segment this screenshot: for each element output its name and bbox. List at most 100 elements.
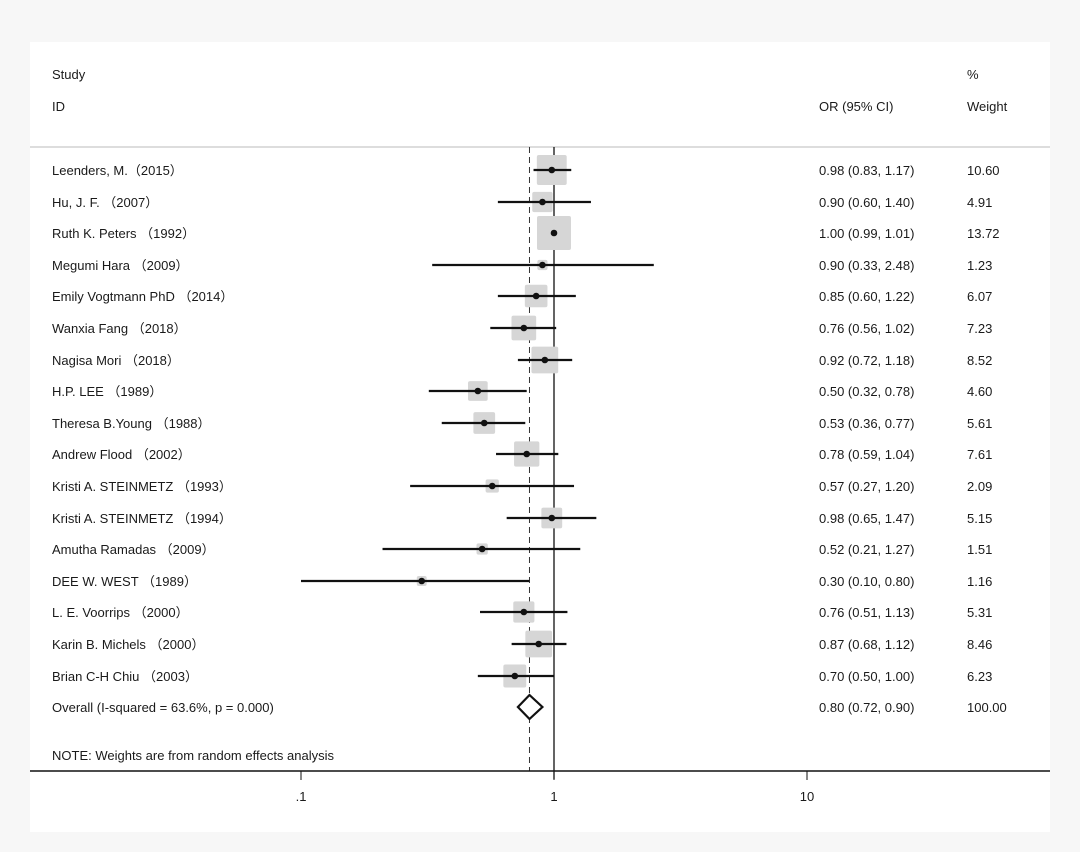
header-or-ci: OR (95% CI) [819, 99, 893, 114]
study-label: Kristi A. STEINMETZ （1994） [52, 511, 232, 526]
header-percent: % [967, 67, 979, 82]
study-weight-text: 1.16 [967, 574, 992, 589]
study-row: Nagisa Mori （2018） 0.92 (0.72, 1.18) 8.52 [52, 346, 992, 374]
point-estimate [548, 514, 556, 522]
study-label: Andrew Flood （2002） [52, 447, 191, 462]
note-text: NOTE: Weights are from random effects an… [52, 748, 335, 763]
study-label: Nagisa Mori （2018） [52, 353, 180, 368]
study-row: Emily Vogtmann PhD （2014） 0.85 (0.60, 1.2… [52, 284, 992, 308]
study-weight-text: 7.23 [967, 321, 992, 336]
study-rows: Leenders, M.（2015） 0.98 (0.83, 1.17) 10.60… [52, 155, 1000, 688]
study-ci-text: 0.57 (0.27, 1.20) [819, 479, 914, 494]
point-estimate [532, 292, 540, 300]
study-label: Wanxia Fang （2018） [52, 321, 187, 336]
study-weight-text: 7.61 [967, 447, 992, 462]
study-row: Hu, J. F. （2007） 0.90 (0.60, 1.40) 4.91 [52, 191, 992, 213]
study-label: H.P. LEE （1989） [52, 384, 162, 399]
overall-diamond [516, 693, 545, 721]
point-estimate [550, 229, 558, 237]
point-estimate [539, 261, 546, 269]
study-ci-text: 0.78 (0.59, 1.04) [819, 447, 914, 462]
study-weight-text: 5.31 [967, 605, 992, 620]
study-row: Wanxia Fang （2018） 0.76 (0.56, 1.02) 7.23 [52, 315, 992, 341]
study-label: Megumi Hara （2009） [52, 258, 189, 273]
x-axis: .1 1 10 [30, 770, 1050, 804]
study-ci-text: 0.70 (0.50, 1.00) [819, 669, 914, 684]
point-estimate [548, 166, 556, 174]
study-label: Amutha Ramadas （2009） [52, 542, 215, 557]
study-row: Amutha Ramadas （2009） 0.52 (0.21, 1.27) 1.… [52, 542, 992, 557]
study-label: Brian C-H Chiu （2003） [52, 669, 198, 684]
study-weight-text: 4.91 [967, 195, 992, 210]
study-weight-text: 5.61 [967, 416, 992, 431]
header-study: Study [52, 67, 86, 82]
study-weight-text: 1.51 [967, 542, 992, 557]
study-row: Theresa B.Young （1988） 0.53 (0.36, 0.77) 5… [52, 412, 992, 434]
x-tick-label: 1 [550, 789, 557, 804]
header: Study ID OR (95% CI) % Weight [30, 67, 1050, 148]
overall-weight-text: 100.00 [967, 700, 1007, 715]
study-ci-text: 1.00 (0.99, 1.01) [819, 226, 914, 241]
study-weight-text: 1.23 [967, 258, 992, 273]
study-label: Emily Vogtmann PhD （2014） [52, 289, 233, 304]
study-ci-text: 0.30 (0.10, 0.80) [819, 574, 914, 589]
study-ci-text: 0.76 (0.51, 1.13) [819, 605, 914, 620]
study-row: Ruth K. Peters （1992） 1.00 (0.99, 1.01) 13… [52, 216, 1000, 250]
study-label: Karin B. Michels （2000） [52, 637, 204, 652]
study-weight-text: 10.60 [967, 163, 1000, 178]
header-weight: Weight [967, 99, 1008, 114]
study-row: Brian C-H Chiu （2003） 0.70 (0.50, 1.00) 6.… [52, 664, 992, 688]
study-label: Leenders, M.（2015） [52, 163, 183, 178]
study-row: Kristi A. STEINMETZ （1993） 0.57 (0.27, 1.… [52, 479, 992, 494]
study-ci-text: 0.53 (0.36, 0.77) [819, 416, 914, 431]
study-label: Kristi A. STEINMETZ （1993） [52, 479, 232, 494]
study-ci-text: 0.90 (0.60, 1.40) [819, 195, 914, 210]
point-estimate [520, 324, 528, 332]
point-estimate [511, 672, 519, 680]
study-weight-text: 8.52 [967, 353, 992, 368]
study-ci-text: 0.85 (0.60, 1.22) [819, 289, 914, 304]
study-row: Kristi A. STEINMETZ （1994） 0.98 (0.65, 1.… [52, 507, 992, 529]
study-label: Hu, J. F. （2007） [52, 195, 158, 210]
overall-row: Overall (I-squared = 63.6%, p = 0.000) 0… [52, 693, 1007, 721]
study-weight-text: 6.07 [967, 289, 992, 304]
point-estimate [539, 198, 546, 206]
point-estimate [480, 419, 488, 427]
study-label: L. E. Voorrips （2000） [52, 605, 189, 620]
point-estimate [520, 608, 528, 616]
study-row: DEE W. WEST （1989） 0.30 (0.10, 0.80) 1.16 [52, 574, 992, 589]
study-label: Ruth K. Peters （1992） [52, 226, 195, 241]
study-ci-text: 0.52 (0.21, 1.27) [819, 542, 914, 557]
study-weight-text: 13.72 [967, 226, 1000, 241]
study-ci-text: 0.98 (0.65, 1.47) [819, 511, 914, 526]
x-tick-label: 10 [800, 789, 814, 804]
overall-ci-text: 0.80 (0.72, 0.90) [819, 700, 914, 715]
study-row: Megumi Hara （2009） 0.90 (0.33, 2.48) 1.23 [52, 258, 992, 273]
study-label: DEE W. WEST （1989） [52, 574, 197, 589]
point-estimate [541, 356, 549, 364]
study-label: Theresa B.Young （1988） [52, 416, 211, 431]
study-ci-text: 0.87 (0.68, 1.12) [819, 637, 914, 652]
study-ci-text: 0.92 (0.72, 1.18) [819, 353, 914, 368]
header-id: ID [52, 99, 65, 114]
point-estimate [478, 545, 486, 553]
point-estimate [418, 577, 426, 585]
study-ci-text: 0.50 (0.32, 0.78) [819, 384, 914, 399]
study-row: Leenders, M.（2015） 0.98 (0.83, 1.17) 10.60 [52, 155, 1000, 185]
study-weight-text: 4.60 [967, 384, 992, 399]
study-weight-text: 6.23 [967, 669, 992, 684]
study-ci-text: 0.90 (0.33, 2.48) [819, 258, 914, 273]
point-estimate [474, 387, 482, 395]
study-weight-text: 8.46 [967, 637, 992, 652]
study-weight-text: 5.15 [967, 511, 992, 526]
study-row: L. E. Voorrips （2000） 0.76 (0.51, 1.13) 5.… [52, 601, 992, 623]
study-weight-text: 2.09 [967, 479, 992, 494]
overall-label: Overall (I-squared = 63.6%, p = 0.000) [52, 700, 274, 715]
study-ci-text: 0.98 (0.83, 1.17) [819, 163, 914, 178]
point-estimate [523, 450, 530, 458]
study-row: Andrew Flood （2002） 0.78 (0.59, 1.04) 7.61 [52, 441, 992, 467]
point-estimate [535, 640, 542, 648]
x-tick-label: .1 [296, 789, 307, 804]
study-row: H.P. LEE （1989） 0.50 (0.32, 0.78) 4.60 [52, 381, 992, 401]
